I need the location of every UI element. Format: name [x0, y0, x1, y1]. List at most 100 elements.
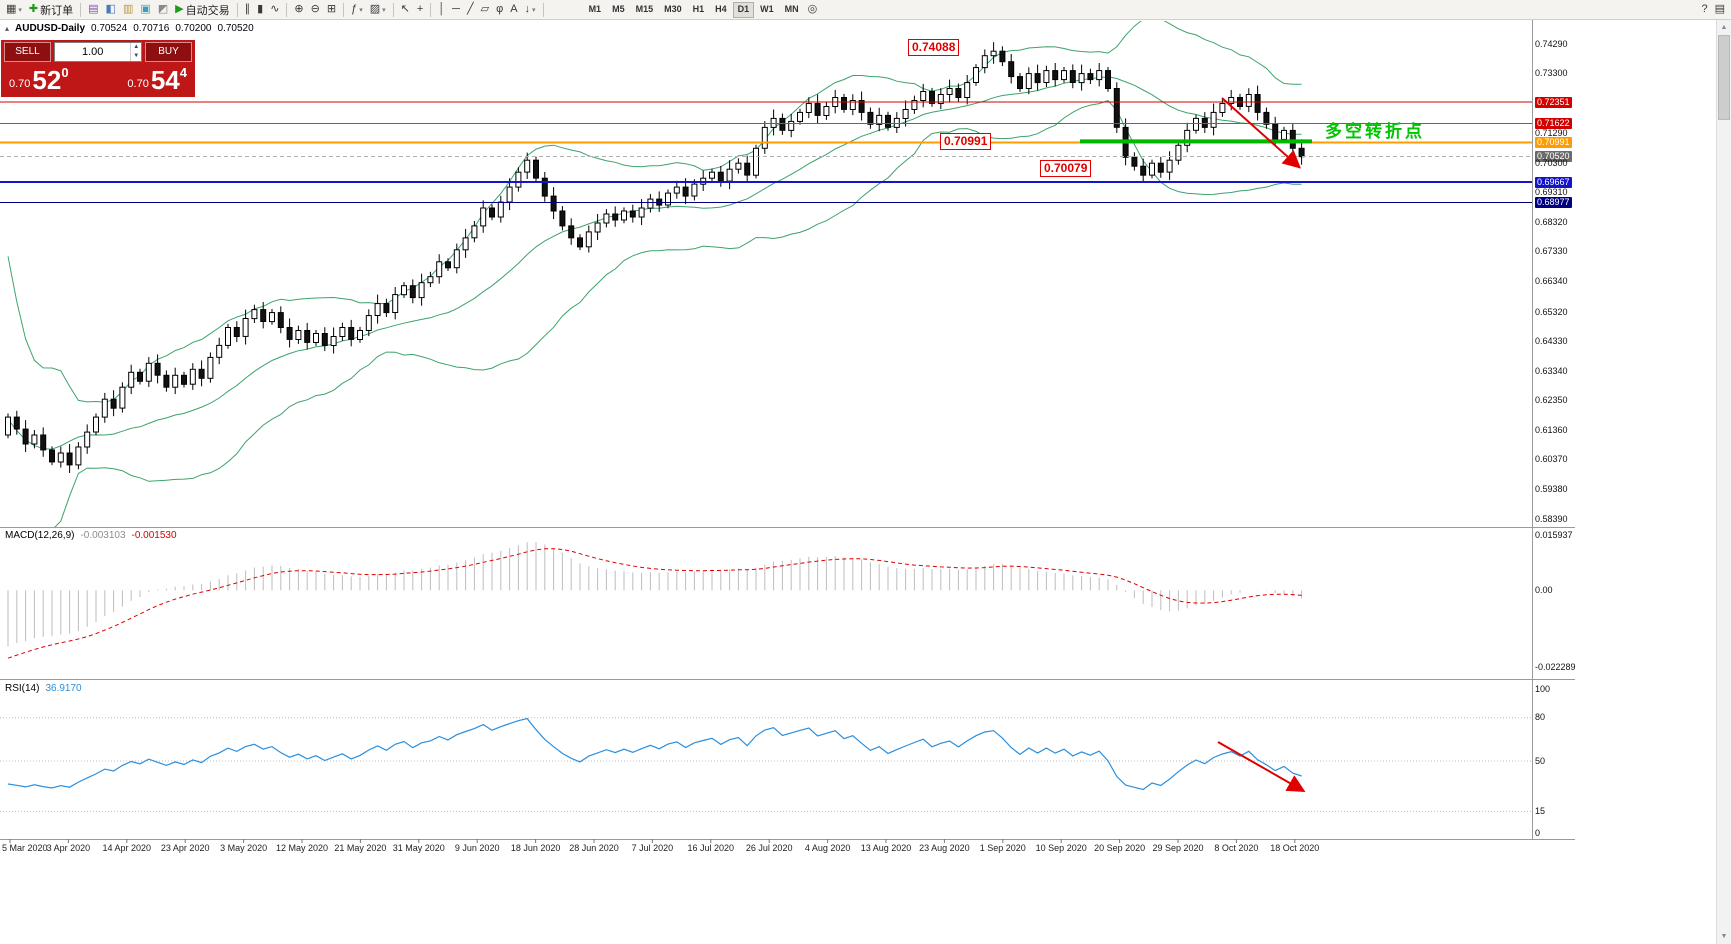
- help-button[interactable]: ?: [1698, 1, 1710, 18]
- fibonacci-icon: φ: [496, 3, 504, 15]
- arrows-icon: ↓: [524, 3, 531, 15]
- price-axis-label: 0.66340: [1535, 276, 1568, 286]
- vertical-line-button[interactable]: │: [435, 1, 448, 18]
- volume-decrease-button[interactable]: ▼: [133, 53, 140, 59]
- turning-point-note[interactable]: 多空转折点: [1325, 122, 1425, 141]
- macd-axis: 0.015937 0.00 -0.022289: [1535, 0, 1595, 944]
- timeframe-m1-button[interactable]: M1: [588, 3, 602, 14]
- macd-signal-value: -0.001530: [131, 530, 177, 541]
- rsi-axis-label: 0: [1535, 827, 1541, 838]
- timeframe-m30-button[interactable]: M30: [664, 3, 682, 14]
- cursor-icon: ↖: [400, 3, 410, 15]
- price-axis-label: 0.70300: [1535, 157, 1568, 168]
- price-axis[interactable]: 0.74290 0.73300 0.72351 0.71622 0.71290 0.709…: [1535, 0, 1595, 944]
- sell-button[interactable]: SELL: [4, 42, 51, 62]
- rsi-axis: 100 80 50 15 0: [1535, 0, 1595, 944]
- trendline-button[interactable]: ╱: [464, 1, 477, 18]
- sell-price-prefix: 0.70: [9, 78, 31, 90]
- new-chart-button[interactable]: ▦ ▾: [3, 1, 25, 18]
- timeframe-d1-button[interactable]: D1: [732, 1, 755, 18]
- volume-field[interactable]: ▲ ▼: [54, 42, 142, 62]
- ohlc-open: 0.70524: [91, 23, 128, 34]
- macd-pane: [7, 542, 1303, 659]
- buy-price-display[interactable]: 0.70 54 4: [124, 63, 190, 95]
- macd-axis-label: -0.022289: [1535, 662, 1576, 673]
- volume-input[interactable]: [55, 43, 131, 61]
- fibonacci-button[interactable]: φ: [493, 1, 506, 18]
- scrollbar-thumb[interactable]: [1718, 35, 1730, 120]
- vertical-scrollbar[interactable]: ▲ ▼: [1716, 20, 1731, 944]
- toolbar-separator: [80, 2, 82, 17]
- price-axis-label: 0.70991: [1535, 137, 1572, 149]
- price-annotation-resistance[interactable]: 0.70991: [940, 133, 992, 150]
- data-window-button[interactable]: ◧: [103, 1, 119, 18]
- chart-candles-button[interactable]: ▮: [254, 1, 266, 18]
- autotrading-button-label: 自动交易: [185, 4, 230, 17]
- strategy-tester-button[interactable]: ◩: [155, 1, 171, 18]
- zoom-in-button[interactable]: ⊕: [291, 1, 306, 18]
- indicators-button[interactable]: ƒ ▾: [348, 1, 366, 18]
- toolbar-separator: [286, 2, 288, 17]
- strategy-tester-icon: ◩: [157, 3, 169, 15]
- horizontal-line-icon: ─: [452, 3, 460, 15]
- dropdown-arrow-icon: ▾: [532, 6, 536, 14]
- buy-button[interactable]: BUY: [145, 42, 192, 62]
- chart-candles-icon: ▮: [257, 3, 264, 15]
- macd-main-value: -0.003103: [80, 530, 126, 541]
- horizontal-line-button[interactable]: ─: [449, 1, 463, 18]
- zoom-out-button[interactable]: ⊖: [308, 1, 323, 18]
- timeframe-m5-button[interactable]: M5: [612, 3, 625, 14]
- ohlc-close: 0.70520: [217, 23, 254, 34]
- timeframe-h4-button[interactable]: H4: [715, 3, 727, 14]
- dropdown-arrow-icon: ▾: [18, 6, 22, 14]
- chart-line-button[interactable]: ∿: [267, 1, 282, 18]
- price-pane: [0, 21, 1532, 527]
- price-axis-label: 0.71290: [1535, 128, 1568, 139]
- cursor-button[interactable]: ↖: [398, 1, 413, 18]
- price-axis-label: 0.59380: [1535, 483, 1568, 494]
- timeframe-h1-button[interactable]: H1: [692, 3, 705, 14]
- arrows-button[interactable]: ↓ ▾: [522, 1, 539, 18]
- timeframe-mn-button[interactable]: MN: [784, 3, 799, 14]
- crosshair-button[interactable]: +: [414, 1, 426, 18]
- volume-increase-button[interactable]: ▲: [133, 44, 140, 50]
- macd-indicator-label: MACD(12,26,9) -0.003103 -0.001530: [5, 530, 177, 541]
- workspace-button[interactable]: ▤: [1712, 1, 1728, 18]
- tile-windows-icon: ⊞: [326, 3, 337, 15]
- price-annotation-support[interactable]: 0.70079: [1040, 160, 1092, 177]
- autotrading-button[interactable]: ▶ 自动交易: [172, 1, 232, 18]
- market-watch-icon: ▤: [88, 3, 99, 15]
- price-axis-label: 0.60370: [1535, 454, 1568, 465]
- new-order-button[interactable]: ✚ 新订单: [26, 1, 76, 18]
- ohlc-high: 0.70716: [133, 23, 170, 34]
- timeframe-m15-button[interactable]: M15: [635, 3, 654, 14]
- scroll-down-button[interactable]: ▼: [1720, 933, 1728, 940]
- terminal-button[interactable]: ▣: [137, 1, 153, 18]
- price-axis-label: 0.72351: [1535, 96, 1572, 108]
- toolbar-separator: [343, 2, 345, 17]
- scroll-up-button[interactable]: ▲: [1720, 24, 1728, 31]
- ohlc-low: 0.70200: [175, 23, 212, 34]
- tile-windows-button[interactable]: ⊞: [324, 1, 339, 18]
- price-axis-label: 0.74290: [1535, 38, 1568, 49]
- price-annotation-peak[interactable]: 0.74088: [908, 39, 960, 56]
- toolbar-separator: [236, 2, 238, 17]
- chart-bars-button[interactable]: ∥: [242, 1, 254, 18]
- quick-nav-button[interactable]: ◎: [805, 1, 821, 18]
- templates-button[interactable]: ▨ ▾: [367, 1, 389, 18]
- channel-button[interactable]: ▱: [478, 1, 492, 18]
- price-axis-label: 0.62350: [1535, 395, 1568, 406]
- dropdown-arrow-icon: ▾: [359, 6, 363, 14]
- buy-price-pip: 4: [179, 65, 187, 80]
- indicators-icon: ƒ: [351, 3, 358, 15]
- market-watch-button[interactable]: ▤: [85, 1, 101, 18]
- price-axis-label: 0.68977: [1535, 197, 1572, 209]
- text-button[interactable]: A: [507, 1, 520, 18]
- timeframe-w1-button[interactable]: W1: [760, 3, 774, 14]
- navigator-button[interactable]: ▥: [120, 1, 136, 18]
- sell-price-display[interactable]: 0.70 52 0: [6, 63, 72, 95]
- macd-axis-label: 0.00: [1535, 584, 1553, 595]
- price-axis-label: 0.61360: [1535, 424, 1568, 435]
